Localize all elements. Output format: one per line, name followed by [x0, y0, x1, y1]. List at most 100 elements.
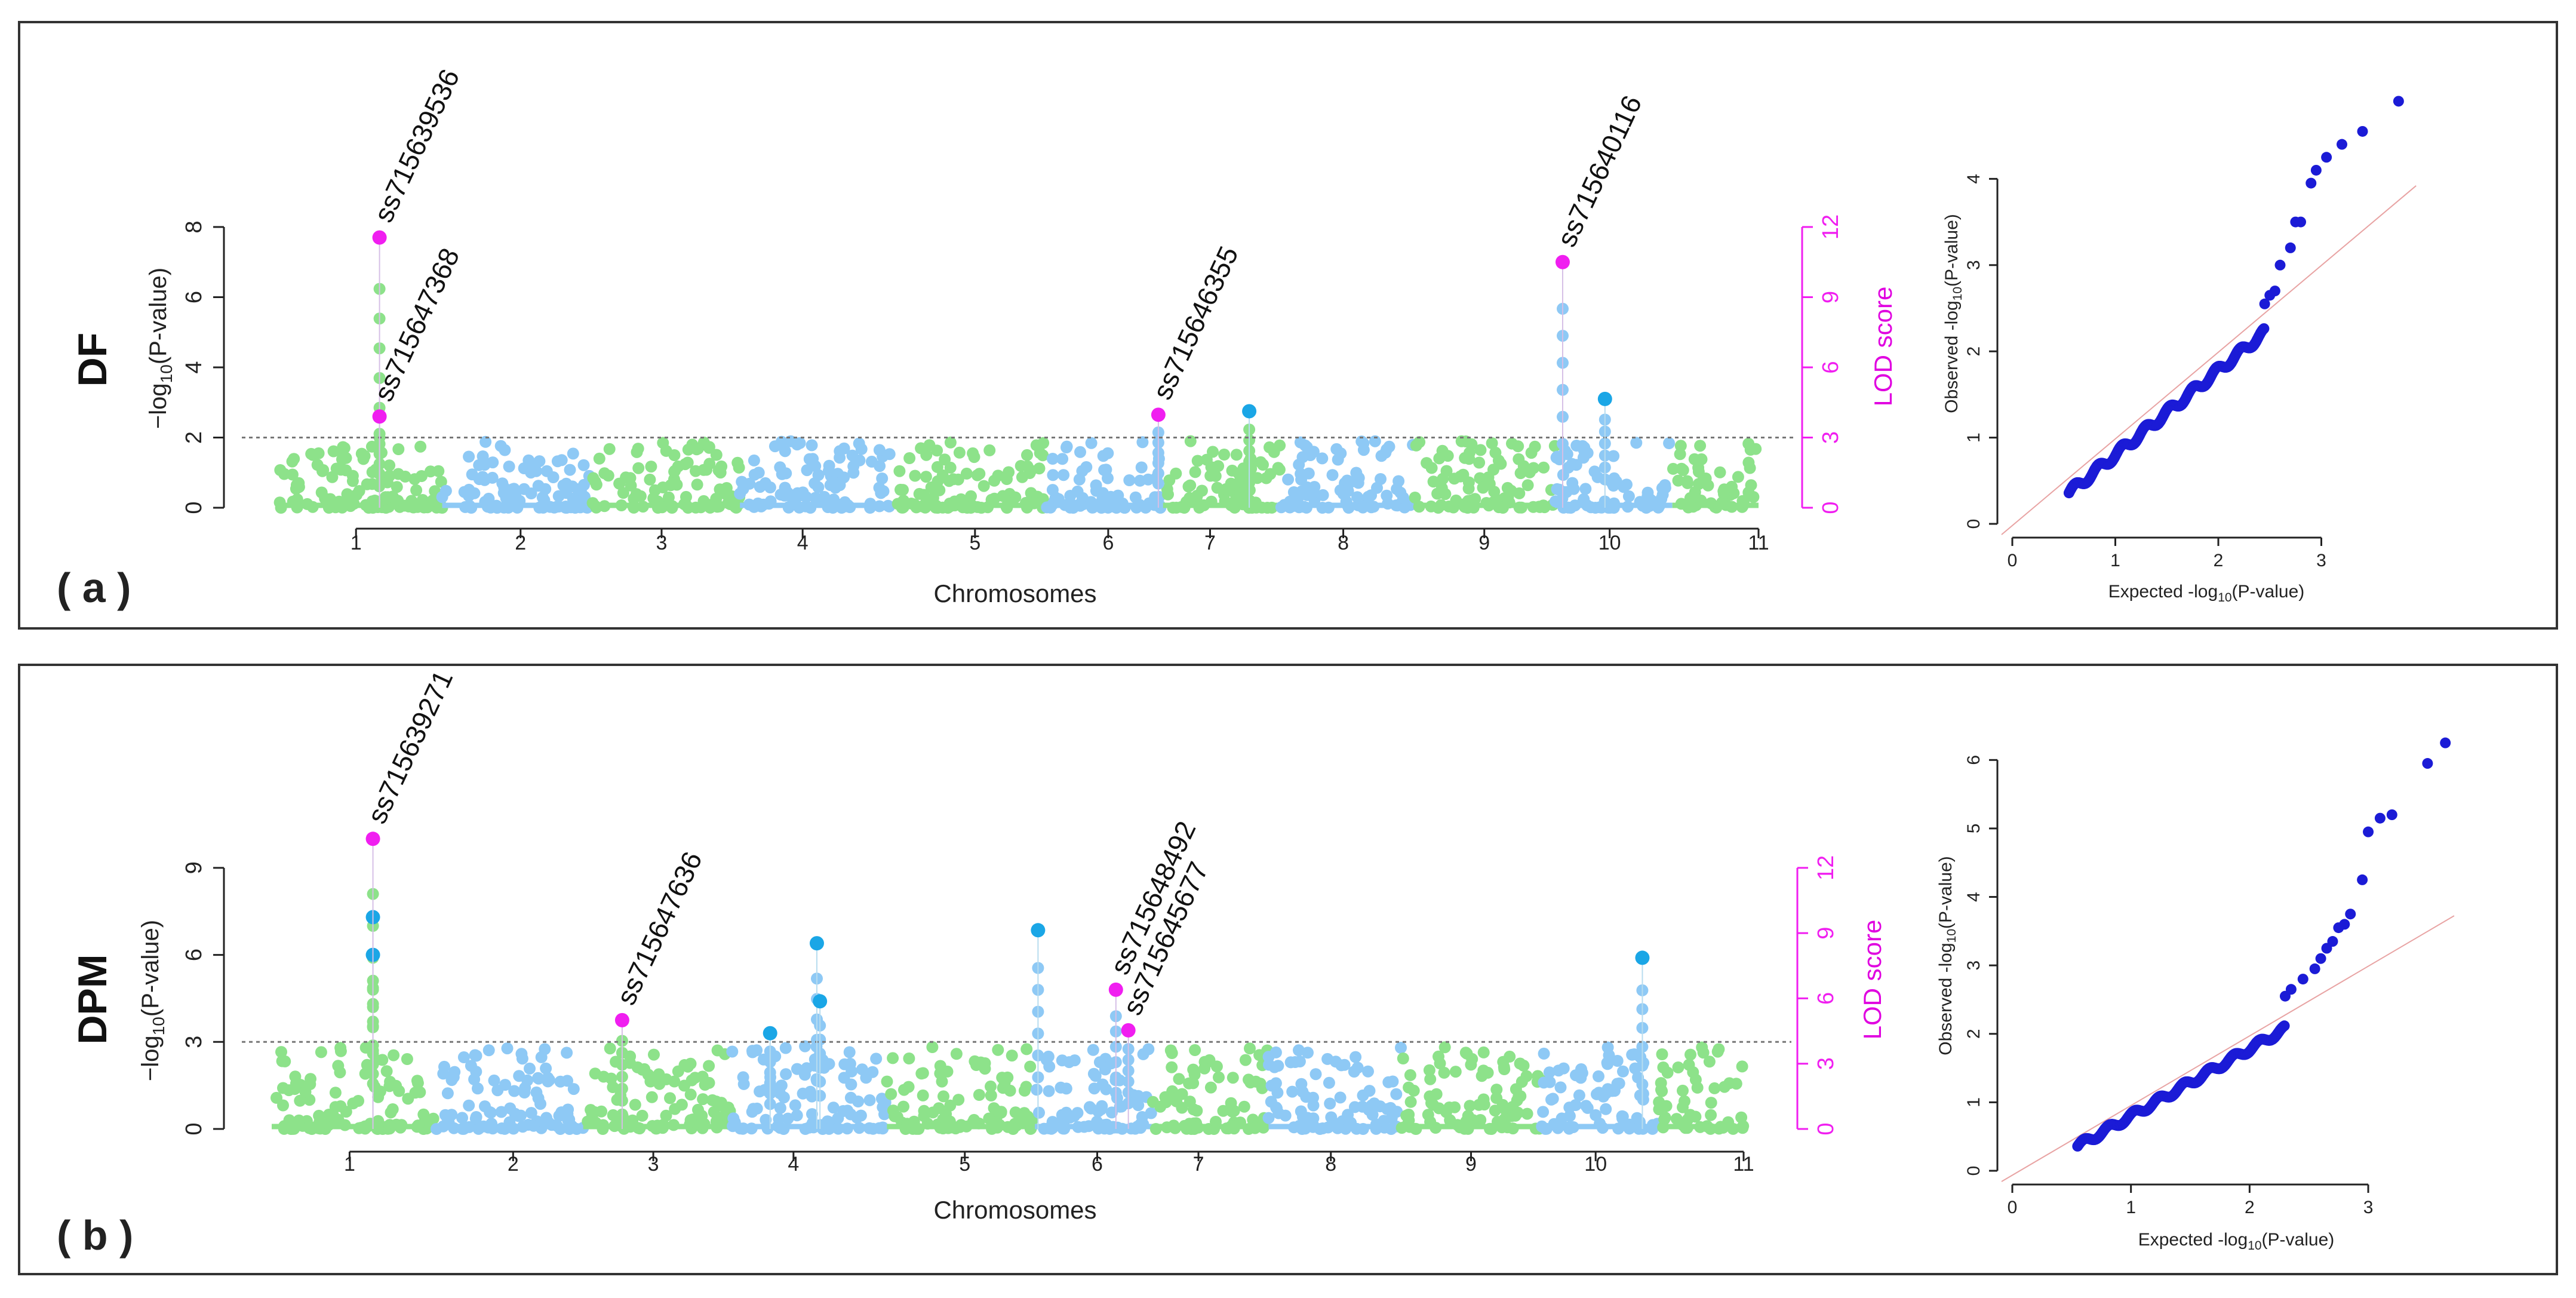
- snp-point: [1477, 1046, 1490, 1058]
- snp-point: [672, 460, 684, 472]
- snp-point: [1689, 1073, 1702, 1086]
- snp-point: [1239, 1054, 1252, 1066]
- snp-point: [1403, 1109, 1415, 1121]
- snp-point: [1350, 1122, 1363, 1135]
- snp-point: [371, 1122, 384, 1134]
- snp-point: [1182, 480, 1195, 493]
- snp-point: [589, 1067, 601, 1080]
- snp-point: [1392, 475, 1405, 487]
- snp-point: [995, 1106, 1007, 1119]
- snp-point: [1228, 1122, 1240, 1135]
- snp-point: [823, 459, 835, 472]
- snp-point: [1307, 1118, 1319, 1131]
- snp-point: [937, 1090, 949, 1103]
- snp-point: [457, 1051, 470, 1063]
- snp-point: [1424, 1073, 1437, 1085]
- snp-point: [1533, 501, 1545, 513]
- qq-x-tick-label: 2: [2245, 1198, 2255, 1217]
- snp-point: [691, 478, 703, 491]
- snp-point: [700, 498, 712, 511]
- snp-point: [1042, 1050, 1055, 1063]
- snp-point: [894, 483, 906, 496]
- snp-point: [847, 467, 860, 479]
- snp-point: [598, 467, 611, 480]
- snp-point: [953, 446, 966, 459]
- snp-point: [651, 1119, 663, 1132]
- snp-point: [950, 1048, 963, 1060]
- snp-point: [697, 1093, 709, 1106]
- snp-point: [1271, 1102, 1283, 1115]
- snp-point: [1525, 447, 1538, 459]
- snp-point: [1043, 1085, 1055, 1097]
- snp-point: [629, 1098, 641, 1111]
- chromosome-label-3: 3: [656, 532, 668, 554]
- snp-point: [1505, 484, 1517, 497]
- snp-point: [1466, 1052, 1478, 1065]
- snp-point: [1483, 499, 1495, 512]
- qq-point: [2279, 1020, 2290, 1032]
- snp-point: [515, 1048, 528, 1060]
- snp-point: [585, 1104, 597, 1116]
- snp-point: [774, 1102, 786, 1114]
- snp-point: [751, 1044, 763, 1057]
- snp-point: [660, 1073, 672, 1085]
- chromosome-label-8: 8: [1325, 1153, 1336, 1176]
- lod-tick-label: 9: [1813, 927, 1839, 940]
- snp-point: [798, 1069, 811, 1081]
- chromosome-label-5: 5: [959, 1153, 970, 1176]
- snp-point: [1083, 1120, 1095, 1133]
- snp-point: [1630, 437, 1643, 449]
- snp-point: [1178, 501, 1191, 513]
- snp-point: [1601, 1057, 1613, 1069]
- snp-point: [477, 471, 489, 483]
- snp-point: [881, 1075, 893, 1088]
- snp-point: [710, 449, 723, 461]
- qq-point: [2440, 737, 2451, 748]
- snp-point: [1694, 440, 1707, 452]
- snp-point: [669, 1103, 681, 1115]
- snp-point: [554, 1123, 567, 1135]
- qq-y-tick-label: 1: [1964, 432, 1984, 443]
- snp-point: [1732, 471, 1744, 483]
- snp-point: [1262, 1112, 1275, 1124]
- snp-point: [1383, 440, 1395, 453]
- snp-point: [1264, 441, 1275, 453]
- snp-point: [288, 453, 300, 465]
- snp-point: [992, 470, 1004, 482]
- snp-point: [1065, 498, 1078, 511]
- y-tick-label: 4: [182, 361, 207, 373]
- snp-point: [490, 499, 503, 512]
- highlight-point: [763, 1026, 777, 1041]
- snp-point: [1473, 1098, 1485, 1111]
- snp-point: [1309, 1068, 1322, 1081]
- snp-point: [414, 440, 427, 453]
- highlight-point: [1597, 391, 1612, 406]
- snp-point: [1265, 1079, 1278, 1092]
- snp-point: [468, 487, 481, 499]
- snp-point: [779, 445, 791, 458]
- snp-point: [915, 442, 927, 455]
- snp-point: [1512, 440, 1524, 453]
- snp-point: [1547, 1093, 1559, 1105]
- snp-point: [627, 501, 640, 513]
- lod-tick-label: 6: [1813, 992, 1839, 1005]
- snp-point: [564, 464, 576, 476]
- highlight-point: [1635, 950, 1650, 965]
- y-axis-title-df: −log10(P-value): [145, 268, 176, 429]
- snp-point: [1455, 435, 1468, 447]
- snp-point: [1296, 451, 1309, 464]
- snp-point: [979, 1063, 991, 1075]
- qq-point: [2295, 216, 2306, 228]
- snp-point: [388, 1049, 400, 1061]
- snp-point: [1449, 1066, 1462, 1078]
- snp-point: [1655, 1077, 1667, 1090]
- snp-point: [1370, 1122, 1382, 1135]
- snp-point: [533, 1072, 545, 1085]
- snp-point: [1736, 1060, 1748, 1073]
- snp-point: [1322, 501, 1335, 514]
- snp-point: [785, 491, 798, 504]
- snp-point: [1100, 1083, 1112, 1096]
- highlight-point: [1242, 404, 1257, 419]
- qq-y-tick-label: 3: [1964, 260, 1984, 270]
- snp-point: [1003, 466, 1015, 478]
